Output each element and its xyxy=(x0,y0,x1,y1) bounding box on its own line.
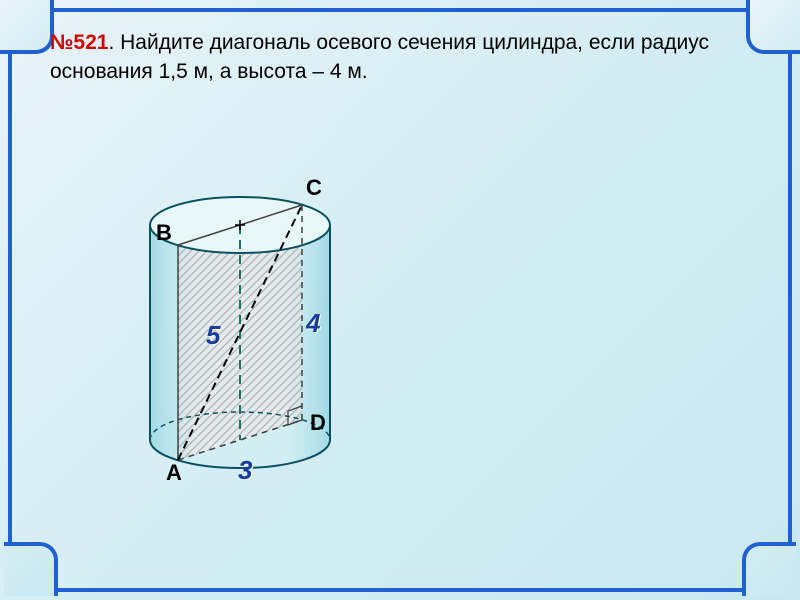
problem-number: №521 xyxy=(50,31,108,54)
cylinder-diagram: B C A D 5 4 3 xyxy=(130,160,390,500)
problem-body: . Найдите диагональ осевого сечения цили… xyxy=(50,31,709,83)
cylinder-svg xyxy=(130,160,390,500)
label-D: D xyxy=(310,410,326,436)
label-A: A xyxy=(166,460,182,486)
dim-height: 4 xyxy=(306,308,320,339)
dim-diameter: 3 xyxy=(238,455,252,486)
label-C: C xyxy=(306,175,322,201)
dim-diagonal: 5 xyxy=(206,320,220,351)
problem-text: №521. Найдите диагональ осевого сечения … xyxy=(50,28,750,87)
label-B: B xyxy=(156,220,172,246)
